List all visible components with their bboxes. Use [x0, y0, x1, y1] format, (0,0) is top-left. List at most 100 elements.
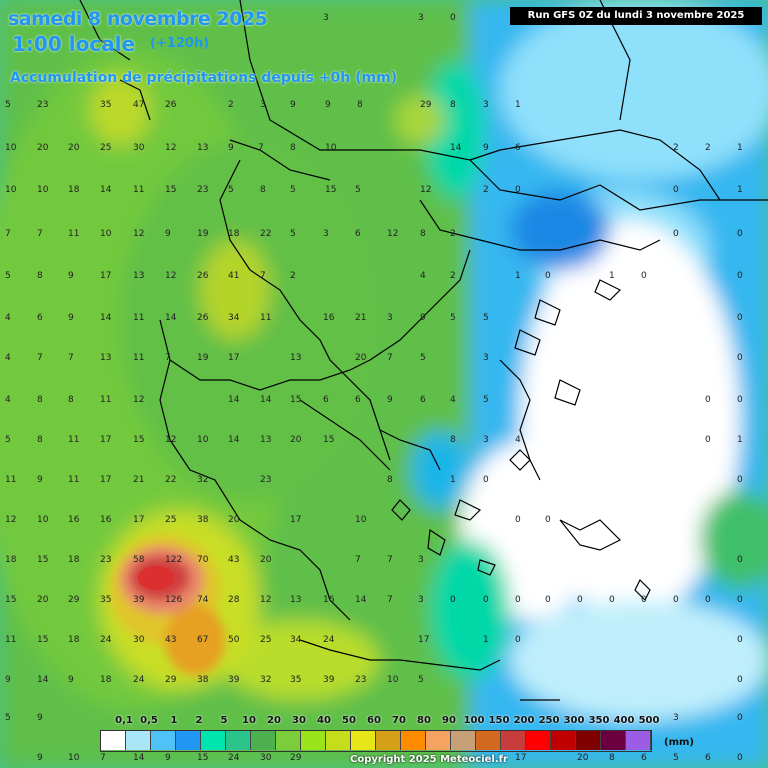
grid-value: 14	[133, 753, 145, 763]
legend-swatch	[276, 731, 301, 750]
legend-swatch	[626, 731, 651, 750]
grid-value: 39	[228, 675, 240, 685]
grid-value: 29	[68, 595, 80, 605]
grid-value: 16	[323, 595, 335, 605]
grid-value: 0	[450, 595, 456, 605]
grid-value: 9	[325, 100, 331, 110]
grid-value: 9	[420, 313, 426, 323]
grid-value: 25	[165, 515, 176, 525]
grid-value: 47	[133, 100, 144, 110]
grid-value: 2	[483, 185, 489, 195]
legend-label: 2	[195, 715, 203, 726]
grid-value: 23	[260, 475, 271, 485]
grid-value: 14	[165, 313, 177, 323]
grid-value: 12	[387, 229, 398, 239]
grid-value: 21	[355, 313, 366, 323]
legend-swatch	[526, 731, 551, 750]
legend-label: 1	[170, 715, 178, 726]
grid-value: 34	[290, 635, 302, 645]
grid-value: 11	[133, 185, 144, 195]
grid-value: 17	[100, 435, 111, 445]
grid-value: 0	[737, 313, 743, 323]
grid-value: 7	[258, 143, 264, 153]
grid-value: 30	[133, 635, 145, 645]
grid-value: 2	[228, 100, 234, 110]
grid-value: 0	[737, 271, 743, 281]
grid-value: 0	[545, 595, 551, 605]
grid-value: 18	[68, 185, 80, 195]
grid-value: 70	[197, 555, 209, 565]
grid-value: 35	[100, 100, 111, 110]
grid-value: 12	[133, 395, 144, 405]
grid-value: 6	[515, 143, 521, 153]
legend-label: 350	[588, 715, 610, 726]
grid-value: 1	[515, 100, 521, 110]
grid-value: 8	[387, 475, 393, 485]
grid-value: 18	[68, 555, 80, 565]
grid-value: 3	[260, 100, 266, 110]
grid-value: 23	[37, 100, 48, 110]
grid-value: 1	[450, 475, 456, 485]
grid-value: 15	[5, 595, 16, 605]
grid-value: 29	[290, 753, 302, 763]
grid-value: 10	[387, 675, 399, 685]
grid-value: 14	[100, 185, 112, 195]
grid-value: 26	[165, 100, 177, 110]
grid-value: 15	[37, 635, 48, 645]
grid-value: 5	[450, 313, 456, 323]
model-run-label: Run GFS 0Z du lundi 3 novembre 2025	[510, 7, 762, 25]
grid-value: 7	[387, 595, 393, 605]
max-precipitation-core	[138, 566, 174, 590]
grid-value: 20	[290, 435, 302, 445]
grid-value: 9	[37, 475, 43, 485]
grid-value: 28	[228, 595, 240, 605]
grid-value: 3	[323, 229, 329, 239]
legend-swatch	[126, 731, 151, 750]
grid-value: 0	[737, 713, 743, 723]
grid-value: 0	[515, 185, 521, 195]
grid-value: 0	[450, 13, 456, 23]
grid-value: 7	[355, 555, 361, 565]
grid-value: 22	[165, 475, 176, 485]
grid-value: 9	[37, 713, 43, 723]
grid-value: 4	[420, 271, 426, 281]
legend-label: 60	[367, 715, 381, 726]
legend-swatch	[201, 731, 226, 750]
grid-value: 0	[483, 475, 489, 485]
legend-unit: (mm)	[664, 737, 694, 748]
forecast-date: samedi 8 novembre 2025	[8, 8, 268, 30]
legend-label: 500	[638, 715, 660, 726]
grid-value: 17	[133, 515, 144, 525]
grid-value: 3	[483, 353, 489, 363]
grid-value: 23	[100, 555, 111, 565]
grid-value: 8	[37, 271, 43, 281]
grid-value: 0	[577, 595, 583, 605]
grid-value: 13	[290, 595, 301, 605]
copyright: Copyright 2025 Meteociel.fr	[350, 754, 508, 765]
grid-value: 5	[290, 185, 296, 195]
grid-value: 11	[5, 635, 16, 645]
grid-value: 11	[5, 475, 16, 485]
grid-value: 25	[260, 635, 271, 645]
grid-value: 10	[37, 515, 49, 525]
legend-label: 0,1	[115, 715, 133, 726]
grid-value: 6	[641, 753, 647, 763]
grid-value: 9	[68, 675, 74, 685]
grid-value: 15	[37, 555, 48, 565]
grid-value: 0	[737, 675, 743, 685]
grid-value: 2	[705, 143, 711, 153]
grid-value: 17	[418, 635, 429, 645]
grid-value: 16	[68, 515, 80, 525]
grid-value: 43	[165, 635, 176, 645]
grid-value: 7	[37, 353, 43, 363]
grid-value: 0	[515, 515, 521, 525]
grid-value: 9	[5, 675, 11, 685]
grid-value: 7	[260, 271, 266, 281]
grid-value: 38	[197, 675, 209, 685]
legend-label: 10	[242, 715, 256, 726]
grid-value: 39	[133, 595, 145, 605]
grid-value: 0	[705, 595, 711, 605]
grid-value: 5	[420, 353, 426, 363]
grid-value: 4	[515, 435, 521, 445]
